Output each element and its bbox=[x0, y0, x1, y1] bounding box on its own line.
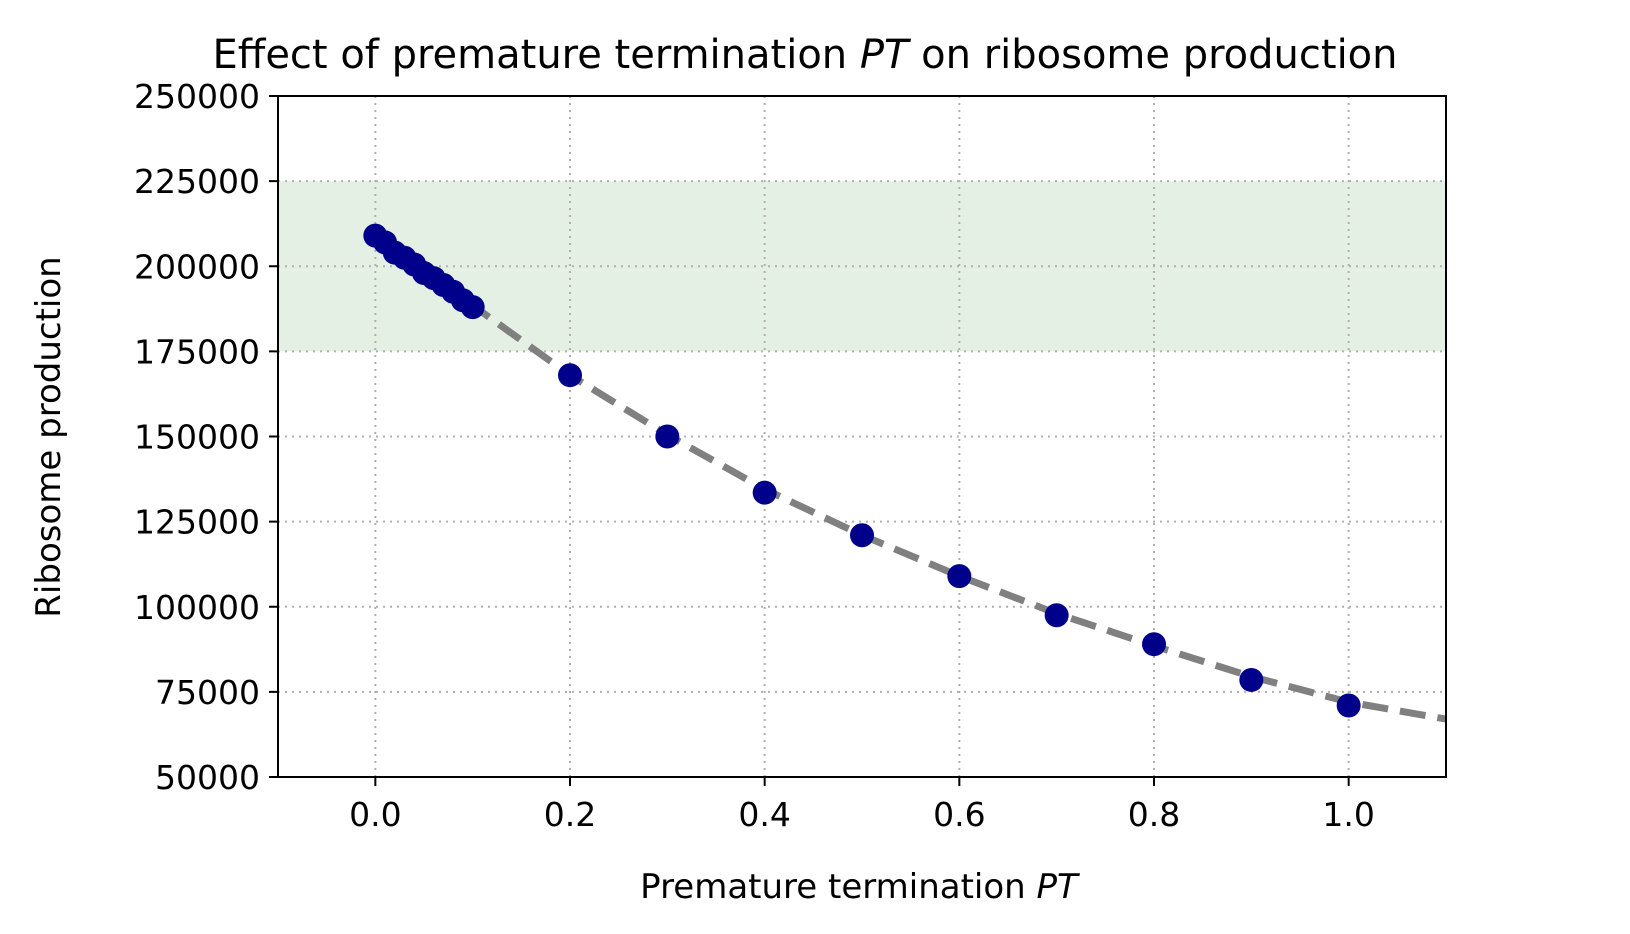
data-point bbox=[947, 564, 972, 589]
data-points-layer bbox=[363, 223, 1361, 718]
y-tick-label: 175000 bbox=[134, 332, 260, 371]
data-point bbox=[850, 523, 874, 548]
y-tick-label: 100000 bbox=[134, 588, 260, 627]
data-point bbox=[655, 424, 680, 449]
x-axis-label: Premature termination PT bbox=[640, 867, 1080, 907]
chart-title: Effect of premature termination PT on ri… bbox=[212, 32, 1397, 78]
y-tick-label: 50000 bbox=[155, 758, 260, 797]
x-tick-label: 0.6 bbox=[933, 795, 985, 834]
data-point bbox=[1044, 603, 1069, 628]
data-point bbox=[558, 363, 582, 388]
data-point bbox=[460, 295, 485, 320]
y-tick-label: 75000 bbox=[155, 673, 260, 712]
fit-line-layer bbox=[373, 232, 1447, 723]
x-tick-label: 0.4 bbox=[738, 795, 790, 834]
data-point bbox=[752, 480, 777, 505]
x-tick-label: 0.2 bbox=[544, 795, 596, 834]
x-tick-label: 0.8 bbox=[1128, 795, 1180, 834]
y-tick-label: 150000 bbox=[134, 418, 260, 457]
data-point bbox=[1239, 667, 1264, 692]
y-tick-label: 125000 bbox=[134, 503, 260, 542]
y-axis-label: Ribosome production bbox=[29, 256, 69, 617]
ticks-layer: 0.0 0.2 0.4 0.6 0.8 1.0 50000 75000 100000 125000… bbox=[134, 77, 1375, 834]
y-tick-label: 225000 bbox=[134, 162, 260, 201]
fit-line bbox=[373, 232, 1447, 723]
y-tick-label: 200000 bbox=[134, 247, 260, 286]
y-tick-label: 250000 bbox=[134, 77, 260, 116]
x-tick-label: 0.0 bbox=[349, 795, 401, 834]
data-point bbox=[1142, 632, 1166, 657]
data-point bbox=[1336, 693, 1361, 718]
x-tick-label: 1.0 bbox=[1322, 795, 1374, 834]
